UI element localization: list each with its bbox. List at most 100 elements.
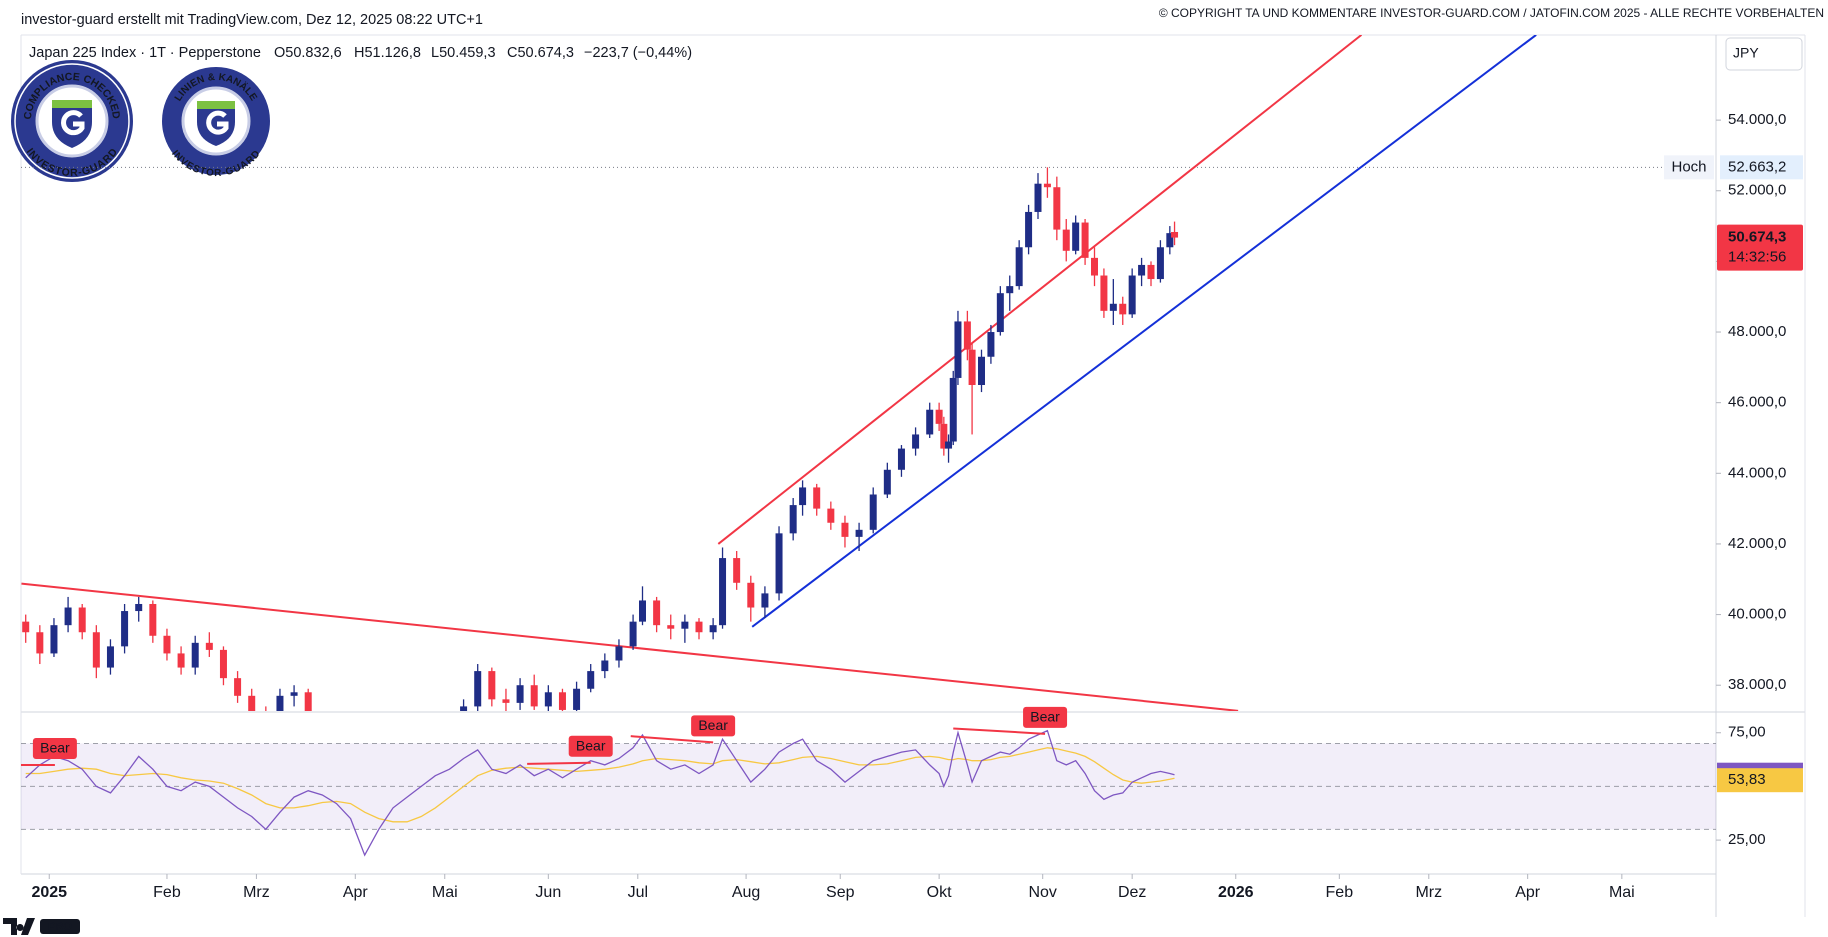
candle-body xyxy=(502,699,510,703)
candle-body xyxy=(841,522,849,537)
trendline xyxy=(751,35,1537,628)
divergence-label: Bear xyxy=(40,740,70,756)
candle-body xyxy=(940,423,948,449)
x-tick-label: Feb xyxy=(1326,884,1354,901)
candle-body xyxy=(1006,286,1014,294)
candle-body xyxy=(827,508,835,523)
candle-body xyxy=(945,441,953,449)
x-tick-label: Apr xyxy=(1515,884,1541,901)
ohlc-low: L50.459,3 xyxy=(431,45,496,61)
candle-body xyxy=(1156,247,1164,280)
candle-body xyxy=(50,625,58,654)
symbol: Japan 225 Index · 1T · Pepperstone xyxy=(29,45,261,61)
tv-logo: PRO xyxy=(3,918,80,935)
candle-body xyxy=(205,642,213,650)
candle-body xyxy=(1025,211,1033,248)
x-tick-label: Jun xyxy=(535,884,561,901)
badge: COMPLIANCE CHECKED INVESTOR-GUARD xyxy=(11,60,133,182)
y-tick-label: 40.000,0 xyxy=(1728,606,1786,623)
tv-logo-pro-box xyxy=(40,919,80,934)
candle-body xyxy=(709,625,717,633)
candle-body xyxy=(954,321,962,378)
candle-body xyxy=(1053,187,1061,230)
candle-body xyxy=(375,834,382,926)
candle-body xyxy=(149,603,157,636)
badge-shield xyxy=(197,101,235,146)
candle-body xyxy=(996,293,1004,333)
candle-body xyxy=(219,649,227,679)
last-price: 50.674,3 xyxy=(1728,229,1786,246)
x-tick-label: Feb xyxy=(153,884,181,901)
candle-body xyxy=(262,713,269,720)
rsi-ma-value: 53,83 xyxy=(1728,771,1766,788)
candle-body xyxy=(869,494,877,530)
candle-body xyxy=(234,678,242,696)
candle-body xyxy=(1062,229,1070,251)
candle-body xyxy=(719,558,727,626)
badge-shield xyxy=(52,100,92,148)
ohlc-open: O50.832,6 xyxy=(274,45,342,61)
rsi-ma-line xyxy=(25,747,1175,823)
x-tick-label: Apr xyxy=(343,884,369,901)
rsi-tick-label: 25,00 xyxy=(1728,831,1766,848)
divergence-label-box xyxy=(32,737,77,759)
currency[interactable]: JPY xyxy=(1733,45,1759,61)
candle-body xyxy=(1043,183,1051,188)
candle-body xyxy=(64,607,72,626)
tv-logo-mark xyxy=(3,918,35,935)
candle-body xyxy=(248,695,256,711)
x-tick-label: Mrz xyxy=(1415,884,1442,901)
candle-body xyxy=(558,692,566,710)
header: investor-guard erstellt mit TradingView.… xyxy=(21,12,483,28)
currency-box[interactable] xyxy=(1725,37,1803,71)
candle-body xyxy=(935,409,943,424)
candle-body xyxy=(695,621,703,633)
rsi-ma-value-box xyxy=(1717,768,1803,793)
candle-body xyxy=(987,332,995,357)
x-tick-label: Mrz xyxy=(243,884,270,901)
x-tick-label: Nov xyxy=(1028,884,1056,901)
x-tick-label: Mai xyxy=(1609,884,1635,901)
candle-body xyxy=(177,653,185,668)
candle-body xyxy=(653,600,661,626)
rsi-line xyxy=(25,729,1175,857)
high-label-box xyxy=(1664,155,1714,180)
candle-body xyxy=(304,692,312,711)
last-price-box xyxy=(1717,224,1803,271)
rsi-tick-label: 75,00 xyxy=(1728,724,1766,741)
x-tick-label: Sep xyxy=(826,884,855,901)
candle-body xyxy=(855,529,863,537)
candle-body xyxy=(106,646,114,668)
candle-body xyxy=(799,487,807,506)
y-tick-label: 54.000,0 xyxy=(1728,111,1786,128)
candle-body xyxy=(747,582,755,608)
y-tick-label: 46.000,0 xyxy=(1728,394,1786,411)
candle-body xyxy=(978,356,985,386)
candle-body xyxy=(733,558,741,583)
badge-shield-top xyxy=(52,100,92,108)
ohlc-close: C50.674,3 xyxy=(507,45,574,61)
candle-body xyxy=(544,692,552,707)
x-tick-label: Aug xyxy=(732,884,760,901)
price-panel xyxy=(21,35,1716,926)
candle-body xyxy=(912,434,920,449)
candle-body xyxy=(1015,247,1023,287)
y-tick-label: 42.000,0 xyxy=(1728,535,1786,552)
candle-body xyxy=(629,621,637,647)
rsi-panel xyxy=(21,727,1716,857)
candle-body xyxy=(949,377,957,442)
candle-body xyxy=(1100,275,1108,311)
candle-body xyxy=(22,621,30,633)
x-tick-label: 2026 xyxy=(1218,884,1254,901)
candle-body xyxy=(530,685,538,707)
candle-body xyxy=(191,642,199,668)
candle-body xyxy=(926,409,934,435)
candle-body xyxy=(474,671,482,707)
divergence-line xyxy=(527,761,591,765)
badge-ring-line xyxy=(14,63,130,179)
x-tick-label: 2025 xyxy=(31,884,67,901)
x-tick-label: Jul xyxy=(628,884,648,901)
x-tick-label: Mai xyxy=(432,884,458,901)
x-tick-label: Dez xyxy=(1118,884,1146,901)
